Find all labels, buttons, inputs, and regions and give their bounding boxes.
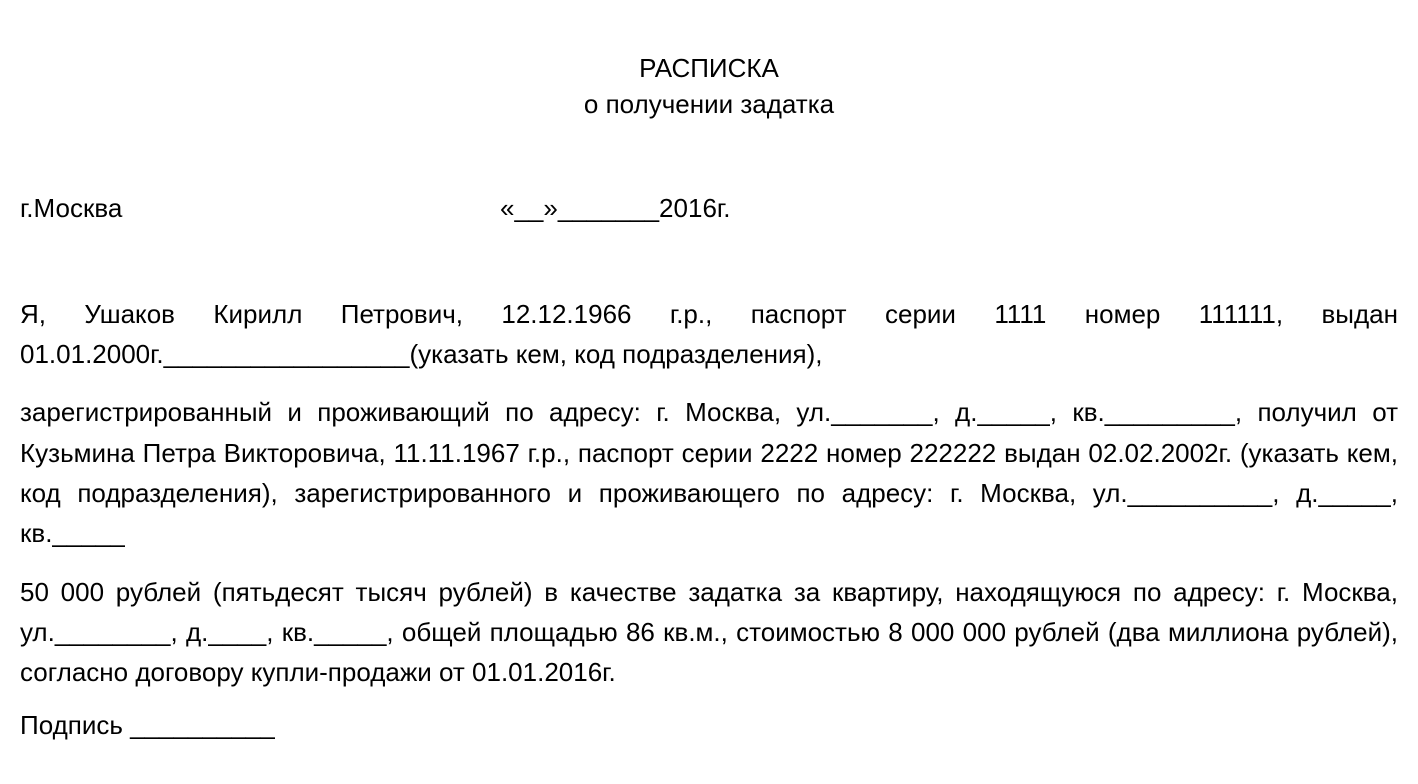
paragraph-2: зарегистрированный и проживающий по адре… <box>20 392 1398 553</box>
paragraph-3: 50 000 рублей (пятьдесят тысяч рублей) в… <box>20 572 1398 693</box>
meta-row: г.Москва «__»_______2016г. <box>20 193 1398 224</box>
city-label: г.Москва <box>20 193 500 224</box>
paragraph-1: Я, Ушаков Кирилл Петрович, 12.12.1966 г.… <box>20 294 1398 375</box>
title-line-2: о получении задатка <box>20 86 1398 122</box>
receipt-document: РАСПИСКА о получении задатка г.Москва «_… <box>20 50 1398 741</box>
document-header: РАСПИСКА о получении задатка <box>20 50 1398 123</box>
title-line-1: РАСПИСКА <box>20 50 1398 86</box>
signature-line: Подпись __________ <box>20 710 1398 741</box>
date-field: «__»_______2016г. <box>500 193 730 224</box>
